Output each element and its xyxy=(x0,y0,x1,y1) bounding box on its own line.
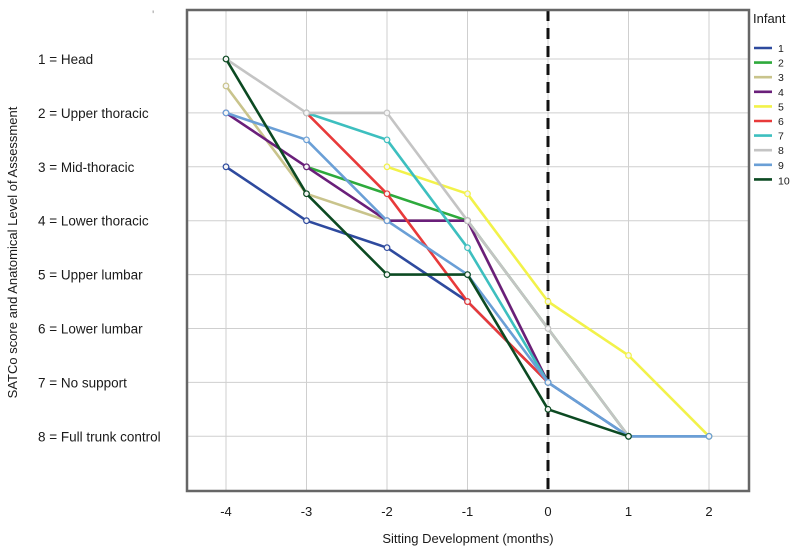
series-7-point-2 xyxy=(464,244,471,252)
y-tick-label-8: 8 = Full trunk control xyxy=(38,429,161,444)
legend-label-2: 2 xyxy=(778,58,784,70)
series-5-point-0 xyxy=(383,163,391,171)
x-tick-label-0: -4 xyxy=(220,504,232,519)
y-axis-label: SATCo score and Anatomical Level of Asse… xyxy=(5,106,20,398)
series-10-point-2 xyxy=(383,271,391,279)
series-5-point-3 xyxy=(625,352,632,359)
y-tick-label-1: 1 = Head xyxy=(38,52,93,67)
series-9-point-0 xyxy=(222,109,230,117)
x-tick-label-6: 2 xyxy=(705,504,712,519)
series-4-point-1 xyxy=(303,163,310,171)
series-7-point-1 xyxy=(383,136,391,144)
legend-label-6: 6 xyxy=(778,116,784,128)
legend-label-4: 4 xyxy=(778,87,784,99)
y-tick-label-3: 3 = Mid-thoracic xyxy=(38,160,135,175)
legend-title: Infant xyxy=(753,11,786,26)
series-line-10 xyxy=(224,57,630,438)
series-9-point-2 xyxy=(383,217,391,225)
series-6-point-2 xyxy=(464,298,471,305)
y-tick-labels: 1 = Head 2 = Upper thoracic 3 = Mid-thorac… xyxy=(38,52,161,444)
y-tick-label-5: 5 = Upper lumbar xyxy=(38,268,143,283)
series-9-point-6 xyxy=(705,432,713,440)
corner-tick-mark: ' xyxy=(152,8,154,22)
series-5-point-1 xyxy=(464,190,471,198)
y-tick-label-2: 2 = Upper thoracic xyxy=(38,106,149,121)
series-8-point-4 xyxy=(544,325,552,332)
y-tick-label-4: 4 = Lower thoracic xyxy=(38,214,149,229)
series-10-point-1 xyxy=(303,190,310,198)
series-9-point-4 xyxy=(544,379,552,386)
legend-label-5: 5 xyxy=(778,101,784,113)
series-1-point-2 xyxy=(383,244,391,252)
y-tick-label-7: 7 = No support xyxy=(38,375,127,390)
series-9-point-1 xyxy=(303,136,310,144)
series-1-point-1 xyxy=(303,217,310,225)
series-10-point-3 xyxy=(464,271,471,279)
series-6-point-1 xyxy=(383,190,391,198)
legend-label-10: 10 xyxy=(778,175,790,187)
series-8-point-1 xyxy=(303,109,310,117)
series-group xyxy=(222,55,713,440)
legend-label-8: 8 xyxy=(778,145,784,157)
x-tick-label-1: -3 xyxy=(301,504,313,519)
series-line-8 xyxy=(224,57,630,438)
series-5-point-2 xyxy=(544,298,552,305)
legend: Infant 1 2 3 4 5 6 7 8 9 10 xyxy=(753,11,790,187)
series-8-point-2 xyxy=(383,109,391,117)
x-tick-label-4: 0 xyxy=(544,504,551,519)
series-10-point-0 xyxy=(222,55,230,63)
legend-label-3: 3 xyxy=(778,72,784,84)
series-8-point-3 xyxy=(464,217,471,225)
series-1-point-0 xyxy=(222,163,230,171)
series-10 xyxy=(222,55,632,440)
plot-frame xyxy=(185,8,751,493)
x-tick-label-5: 1 xyxy=(625,504,632,519)
series-3-point-0 xyxy=(222,82,230,90)
x-tick-label-3: -1 xyxy=(462,504,474,519)
legend-label-9: 9 xyxy=(778,160,784,172)
x-tick-label-2: -2 xyxy=(381,504,393,519)
y-tick-label-6: 6 = Lower lumbar xyxy=(38,322,143,337)
series-10-point-4 xyxy=(544,405,552,413)
x-tick-labels: -4 -3 -2 -1 0 1 2 xyxy=(220,504,712,519)
x-axis-label: Sitting Development (months) xyxy=(382,531,553,546)
legend-label-7: 7 xyxy=(778,131,784,143)
legend-label-1: 1 xyxy=(778,43,784,55)
series-10-point-5 xyxy=(625,432,632,440)
series-line-7 xyxy=(305,111,550,384)
